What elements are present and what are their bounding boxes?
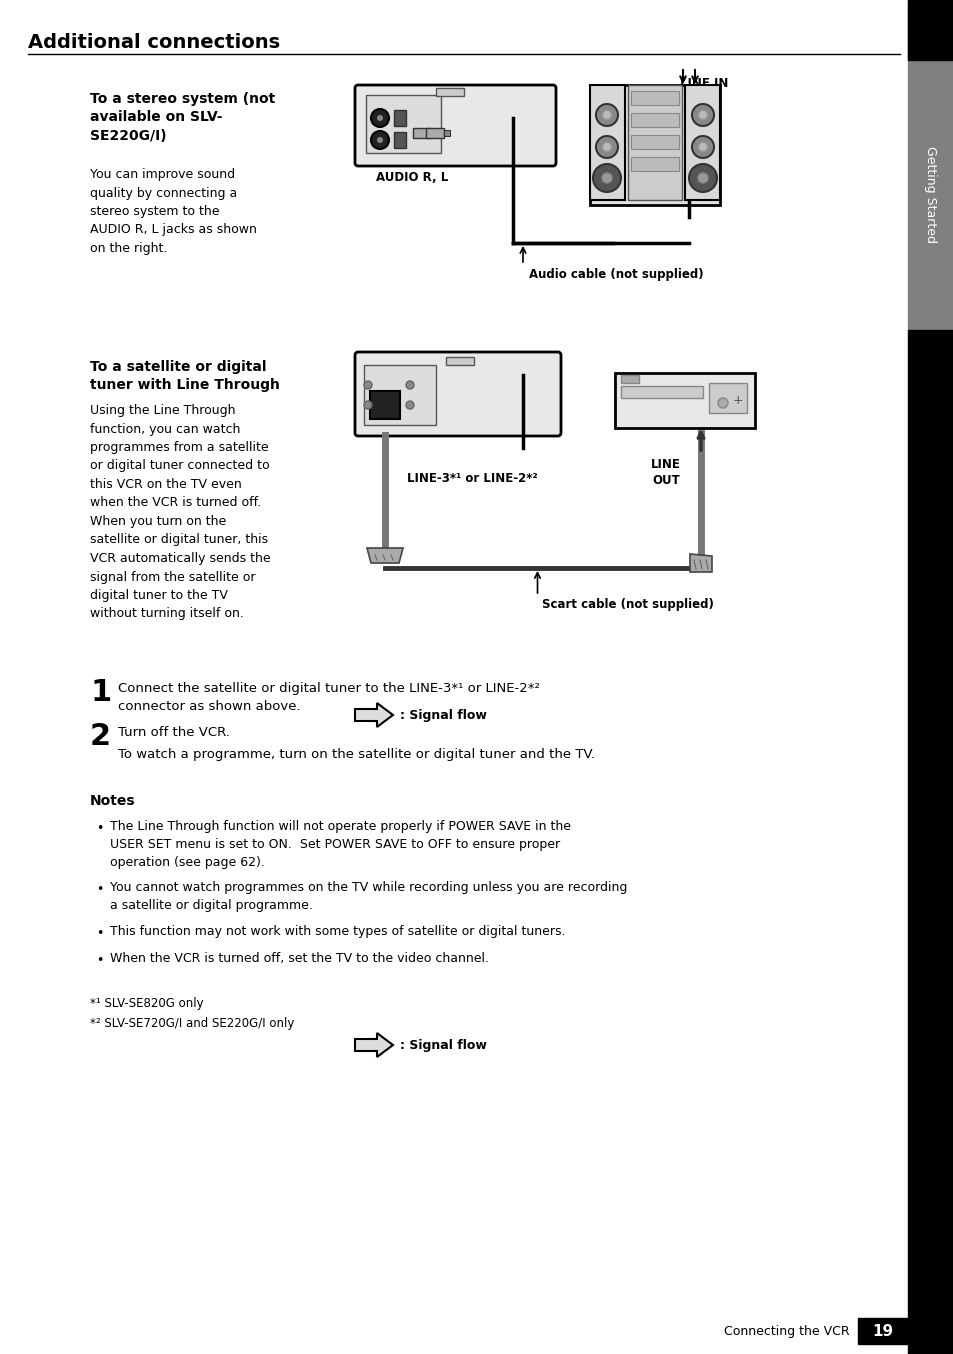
Circle shape	[691, 104, 713, 126]
Text: Audio cable (not supplied): Audio cable (not supplied)	[529, 268, 703, 282]
Bar	[413, 129, 431, 138]
Bar	[630, 91, 679, 106]
Bar	[370, 391, 399, 418]
Text: : Signal flow: : Signal flow	[399, 708, 486, 722]
Text: 2: 2	[90, 722, 111, 751]
Circle shape	[718, 398, 727, 408]
Bar	[436, 88, 463, 96]
Circle shape	[688, 164, 717, 192]
Text: This function may not work with some types of satellite or digital tuners.: This function may not work with some typ…	[110, 925, 565, 938]
Bar	[620, 386, 702, 398]
Text: •: •	[96, 822, 103, 835]
Text: 1: 1	[90, 678, 112, 707]
Bar	[615, 372, 754, 428]
Circle shape	[602, 111, 610, 119]
Circle shape	[698, 173, 707, 183]
Text: Connecting the VCR: Connecting the VCR	[723, 1324, 849, 1338]
Bar	[907, 0, 953, 60]
Bar	[589, 85, 720, 204]
Text: Using the Line Through
function, you can watch
programmes from a satellite
or di: Using the Line Through function, you can…	[90, 403, 271, 620]
Bar	[426, 129, 443, 138]
Text: LINE-3*¹ or LINE-2*²: LINE-3*¹ or LINE-2*²	[407, 471, 537, 485]
Text: To watch a programme, turn on the satellite or digital tuner and the TV.: To watch a programme, turn on the satell…	[118, 747, 595, 761]
Bar	[431, 130, 436, 135]
Bar	[446, 357, 474, 366]
Circle shape	[364, 401, 372, 409]
Text: Scart cable (not supplied): Scart cable (not supplied)	[542, 598, 714, 611]
Text: You cannot watch programmes on the TV while recording unless you are recording
a: You cannot watch programmes on the TV wh…	[110, 881, 627, 913]
Polygon shape	[355, 703, 393, 727]
Text: LINE IN: LINE IN	[679, 77, 727, 89]
Text: +: +	[732, 394, 742, 406]
Polygon shape	[355, 1033, 393, 1057]
Text: *¹ SLV-SE820G only: *¹ SLV-SE820G only	[90, 997, 203, 1010]
Bar	[708, 383, 746, 413]
Circle shape	[602, 144, 610, 152]
Polygon shape	[367, 548, 402, 563]
Polygon shape	[689, 554, 711, 571]
Bar	[394, 131, 406, 148]
Bar	[857, 1317, 907, 1345]
Circle shape	[593, 164, 620, 192]
Text: To a stereo system (not
available on SLV-
SE220G/I): To a stereo system (not available on SLV…	[90, 92, 275, 142]
Text: When the VCR is turned off, set the TV to the video channel.: When the VCR is turned off, set the TV t…	[110, 952, 489, 965]
Bar	[907, 330, 953, 1354]
Bar	[907, 0, 953, 330]
Circle shape	[364, 380, 372, 389]
Circle shape	[406, 380, 414, 389]
Text: Notes: Notes	[90, 793, 135, 808]
Text: You can improve sound
quality by connecting a
stereo system to the
AUDIO R, L ja: You can improve sound quality by connect…	[90, 168, 256, 255]
Text: Turn off the VCR.: Turn off the VCR.	[118, 726, 230, 739]
Bar	[620, 375, 639, 383]
Circle shape	[376, 115, 382, 121]
Circle shape	[699, 111, 706, 119]
Bar	[630, 112, 679, 127]
Text: •: •	[96, 927, 103, 940]
Bar	[394, 110, 406, 126]
Text: Getting Started: Getting Started	[923, 146, 937, 244]
Circle shape	[601, 173, 612, 183]
Text: The Line Through function will not operate properly if POWER SAVE in the
USER SE: The Line Through function will not opera…	[110, 821, 571, 869]
Bar	[364, 366, 436, 425]
Text: Additional connections: Additional connections	[28, 32, 280, 51]
Bar	[627, 85, 681, 200]
FancyBboxPatch shape	[355, 352, 560, 436]
Text: •: •	[96, 883, 103, 896]
Text: •: •	[96, 955, 103, 967]
Circle shape	[376, 137, 382, 144]
Circle shape	[406, 401, 414, 409]
FancyBboxPatch shape	[355, 85, 556, 167]
Text: 19: 19	[872, 1323, 893, 1339]
Bar	[630, 157, 679, 171]
Bar	[589, 85, 624, 200]
Bar	[630, 135, 679, 149]
Text: AUDIO R, L: AUDIO R, L	[375, 171, 448, 184]
Text: To a satellite or digital
tuner with Line Through: To a satellite or digital tuner with Lin…	[90, 360, 279, 393]
Circle shape	[596, 104, 618, 126]
Text: *² SLV-SE720G/I and SE220G/I only: *² SLV-SE720G/I and SE220G/I only	[90, 1017, 294, 1030]
Circle shape	[691, 135, 713, 158]
Circle shape	[596, 135, 618, 158]
Text: LINE
OUT: LINE OUT	[650, 458, 680, 487]
Bar	[366, 95, 440, 153]
Circle shape	[699, 144, 706, 152]
Circle shape	[371, 110, 389, 127]
Bar	[443, 130, 450, 135]
Circle shape	[371, 131, 389, 149]
Text: : Signal flow: : Signal flow	[399, 1039, 486, 1052]
Bar	[684, 85, 720, 200]
Text: Connect the satellite or digital tuner to the LINE-3*¹ or LINE-2*²
connector as : Connect the satellite or digital tuner t…	[118, 682, 539, 714]
